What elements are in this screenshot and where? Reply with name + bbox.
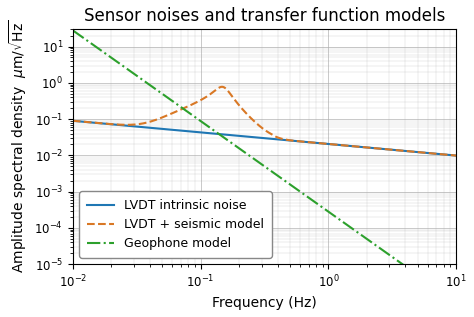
LVDT intrinsic noise bbox=[217, 132, 223, 136]
Geophone model bbox=[454, 301, 459, 304]
LVDT + seismic model bbox=[137, 122, 142, 126]
LVDT + seismic model bbox=[219, 85, 225, 89]
LVDT + seismic model bbox=[234, 100, 239, 104]
LVDT + seismic model bbox=[446, 153, 452, 157]
LVDT intrinsic noise bbox=[446, 153, 452, 157]
Line: LVDT + seismic model: LVDT + seismic model bbox=[73, 87, 456, 156]
LVDT intrinsic noise bbox=[70, 119, 76, 123]
Geophone model bbox=[405, 266, 410, 270]
Line: Geophone model: Geophone model bbox=[73, 30, 456, 302]
Title: Sensor noises and transfer function models: Sensor noises and transfer function mode… bbox=[84, 7, 445, 25]
Geophone model bbox=[446, 295, 452, 299]
Geophone model bbox=[70, 29, 76, 32]
LVDT intrinsic noise bbox=[137, 125, 142, 129]
Legend: LVDT intrinsic noise, LVDT + seismic model, Geophone model: LVDT intrinsic noise, LVDT + seismic mod… bbox=[79, 191, 272, 258]
LVDT + seismic model bbox=[114, 123, 119, 126]
LVDT intrinsic noise bbox=[454, 154, 459, 158]
Y-axis label: Amplitude spectral density  $\mu$m/$\sqrt{\mathrm{Hz}}$: Amplitude spectral density $\mu$m/$\sqrt… bbox=[7, 20, 29, 273]
X-axis label: Frequency (Hz): Frequency (Hz) bbox=[212, 296, 317, 310]
LVDT intrinsic noise bbox=[405, 149, 410, 153]
Geophone model bbox=[234, 145, 239, 148]
LVDT + seismic model bbox=[217, 85, 223, 89]
Geophone model bbox=[114, 60, 119, 63]
LVDT intrinsic noise bbox=[234, 134, 239, 138]
LVDT + seismic model bbox=[405, 149, 410, 153]
Geophone model bbox=[137, 76, 142, 80]
LVDT + seismic model bbox=[70, 119, 76, 123]
Line: LVDT intrinsic noise: LVDT intrinsic noise bbox=[73, 121, 456, 156]
LVDT intrinsic noise bbox=[114, 123, 119, 127]
LVDT + seismic model bbox=[454, 154, 459, 158]
Geophone model bbox=[217, 133, 223, 137]
